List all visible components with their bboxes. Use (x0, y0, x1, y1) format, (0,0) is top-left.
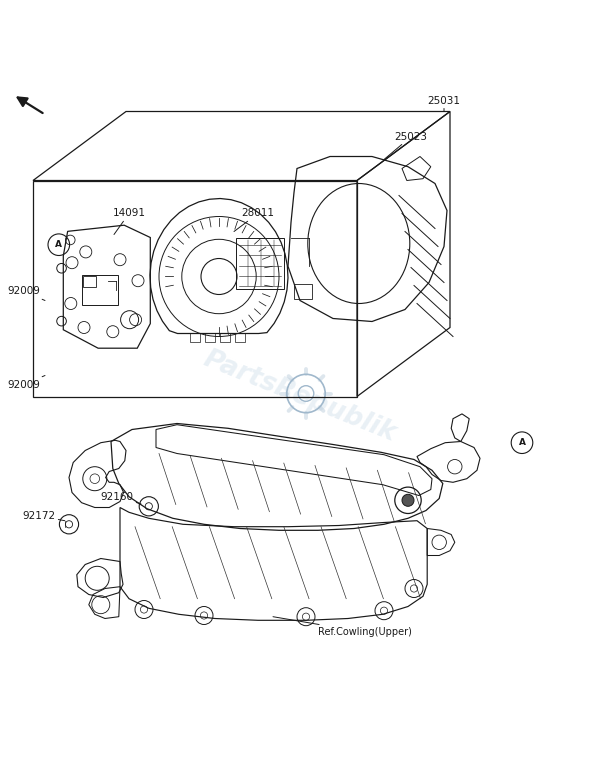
Text: PartsRepublik: PartsRepublik (200, 346, 400, 447)
Text: A: A (518, 438, 526, 447)
Text: 92172: 92172 (22, 511, 65, 521)
Circle shape (402, 494, 414, 506)
Text: A: A (55, 240, 62, 250)
Text: 25023: 25023 (384, 132, 428, 160)
Text: 28011: 28011 (234, 208, 275, 232)
Text: 92009: 92009 (8, 287, 45, 301)
Text: 25031: 25031 (427, 95, 461, 112)
Text: Ref.Cowling(Upper): Ref.Cowling(Upper) (273, 617, 412, 637)
Text: 92009: 92009 (8, 376, 45, 390)
Text: 14091: 14091 (113, 208, 146, 235)
Text: 92160: 92160 (101, 491, 141, 504)
